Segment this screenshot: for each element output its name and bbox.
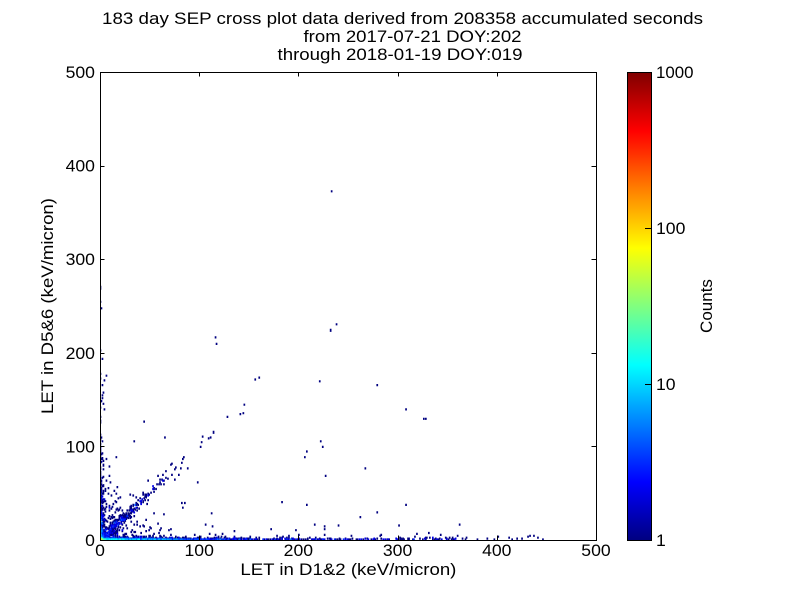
svg-text:0: 0 <box>85 531 95 550</box>
svg-text:500: 500 <box>581 541 610 560</box>
svg-text:200: 200 <box>284 541 313 560</box>
svg-text:500: 500 <box>66 63 95 82</box>
svg-text:400: 400 <box>66 157 95 176</box>
svg-text:10: 10 <box>656 375 676 394</box>
svg-text:300: 300 <box>383 541 412 560</box>
svg-text:400: 400 <box>482 541 511 560</box>
svg-text:1: 1 <box>656 531 666 550</box>
svg-text:from 2017-07-21 DOY:202: from 2017-07-21 DOY:202 <box>304 27 522 46</box>
svg-text:183 day SEP cross plot data de: 183 day SEP cross plot data derived from… <box>102 9 703 28</box>
svg-text:0: 0 <box>95 541 105 560</box>
svg-text:1000: 1000 <box>656 63 694 82</box>
svg-text:LET in D5&6 (keV/micron): LET in D5&6 (keV/micron) <box>38 198 57 414</box>
svg-text:100: 100 <box>66 437 95 456</box>
svg-text:200: 200 <box>66 344 95 363</box>
svg-text:through 2018-01-19 DOY:019: through 2018-01-19 DOY:019 <box>278 45 523 64</box>
svg-text:LET in D1&2 (keV/micron): LET in D1&2 (keV/micron) <box>240 560 456 579</box>
svg-text:100: 100 <box>656 219 685 238</box>
svg-text:Counts: Counts <box>697 279 716 333</box>
svg-text:100: 100 <box>185 541 214 560</box>
svg-text:300: 300 <box>66 250 95 269</box>
